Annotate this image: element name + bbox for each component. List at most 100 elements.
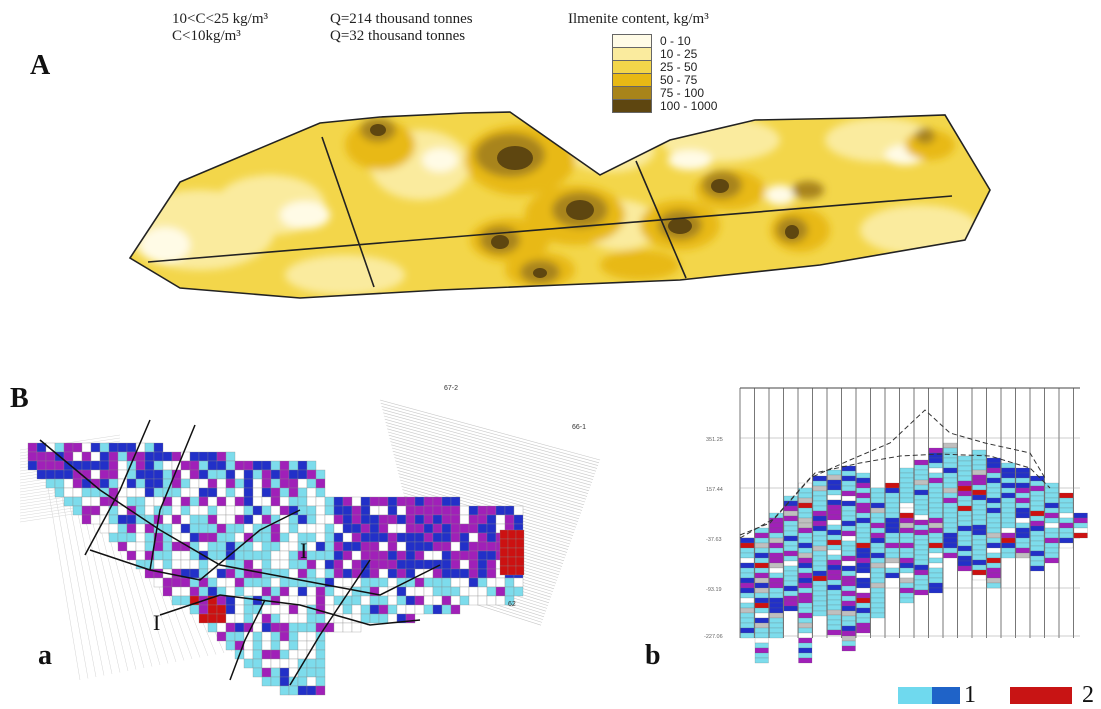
block-cell — [261, 496, 272, 507]
section-cell — [986, 522, 1001, 529]
block-cell — [180, 532, 191, 543]
block-cell — [324, 541, 335, 552]
block-cell — [360, 532, 371, 543]
block-cell — [486, 541, 497, 552]
block-cell — [288, 613, 299, 624]
block-cell — [216, 595, 227, 606]
block-cell — [108, 460, 119, 471]
section-cell — [827, 574, 842, 581]
block-cell — [515, 538, 525, 549]
block-cell — [279, 496, 290, 507]
block-cell — [261, 577, 272, 588]
legend-swatch — [612, 99, 652, 113]
section-cell — [769, 537, 784, 544]
block-cell — [279, 631, 290, 642]
block-cell — [306, 658, 317, 669]
block-cell — [297, 469, 308, 480]
section-cell — [1015, 492, 1030, 499]
block-cell — [441, 505, 452, 516]
section-cell — [740, 562, 755, 569]
section-cell — [827, 609, 842, 616]
block-cell — [297, 523, 308, 534]
block-cell — [279, 577, 290, 588]
block-cell — [378, 604, 389, 615]
block-cell — [126, 514, 137, 525]
block-cell — [513, 505, 524, 516]
section-cell — [798, 622, 813, 629]
section-cell — [783, 605, 798, 612]
section-cell — [885, 567, 900, 574]
section-cell — [972, 459, 987, 466]
block-cell — [441, 604, 452, 615]
section-legend: 1 2 — [898, 680, 1098, 708]
block-cell — [315, 658, 326, 669]
block-cell — [261, 649, 272, 660]
block-cell — [387, 505, 398, 516]
block-cell — [414, 496, 425, 507]
block-cell — [423, 604, 434, 615]
contour-line — [386, 425, 593, 483]
block-cell — [216, 532, 227, 543]
block-cell — [333, 622, 344, 633]
section-cell — [798, 542, 813, 549]
block-cell — [234, 460, 245, 471]
section-cell — [740, 537, 755, 544]
section-cell — [812, 610, 827, 617]
section-cell — [827, 509, 842, 516]
block-cell — [279, 559, 290, 570]
block-cell — [270, 649, 281, 660]
section-cell — [798, 527, 813, 534]
block-cell — [378, 532, 389, 543]
block-cell — [414, 523, 425, 534]
section-cell — [841, 630, 856, 637]
block-cell — [153, 460, 164, 471]
block-cell — [441, 568, 452, 579]
section-cell — [798, 642, 813, 649]
ilmenite-contour-map — [128, 111, 991, 299]
section-cell — [856, 627, 871, 634]
block-cell — [189, 451, 200, 462]
block-cell — [126, 550, 137, 561]
block-cell — [432, 568, 443, 579]
block-cell — [306, 667, 317, 678]
block-cell — [288, 469, 299, 480]
block-cell — [513, 514, 524, 525]
section-cell — [856, 622, 871, 629]
section-cell — [957, 515, 972, 522]
block-cell — [369, 568, 380, 579]
section-cell — [870, 612, 885, 619]
block-cell — [423, 523, 434, 534]
block-cell — [234, 505, 245, 516]
contour-line — [391, 447, 586, 503]
block-cell — [432, 595, 443, 606]
block-cell — [243, 640, 254, 651]
summary-row: 10<C<25 kg/m³ Q=214 thousand tonnes — [172, 11, 512, 28]
block-cell — [108, 478, 119, 489]
section-cell — [1015, 542, 1030, 549]
section-cell — [812, 575, 827, 582]
block-cell — [369, 550, 380, 561]
section-cell — [928, 577, 943, 584]
block-cell — [369, 595, 380, 606]
block-cell — [135, 487, 146, 498]
section-cell — [769, 587, 784, 594]
block-cell — [108, 523, 119, 534]
section-cell — [870, 522, 885, 529]
block-cell — [468, 514, 479, 525]
section-cell — [928, 572, 943, 579]
section-cell — [740, 607, 755, 614]
section-cell — [928, 527, 943, 534]
block-cell — [45, 478, 56, 489]
section-cell — [783, 545, 798, 552]
section-cell — [914, 504, 929, 511]
section-cell — [972, 534, 987, 541]
section-cell — [754, 627, 769, 634]
block-cell — [243, 586, 254, 597]
legend-swatch-blue — [932, 687, 960, 704]
block-cell — [207, 478, 218, 489]
section-cell — [798, 597, 813, 604]
section-cell — [870, 557, 885, 564]
block-cell — [45, 451, 56, 462]
section-cell — [827, 529, 842, 536]
block-cell — [477, 568, 488, 579]
